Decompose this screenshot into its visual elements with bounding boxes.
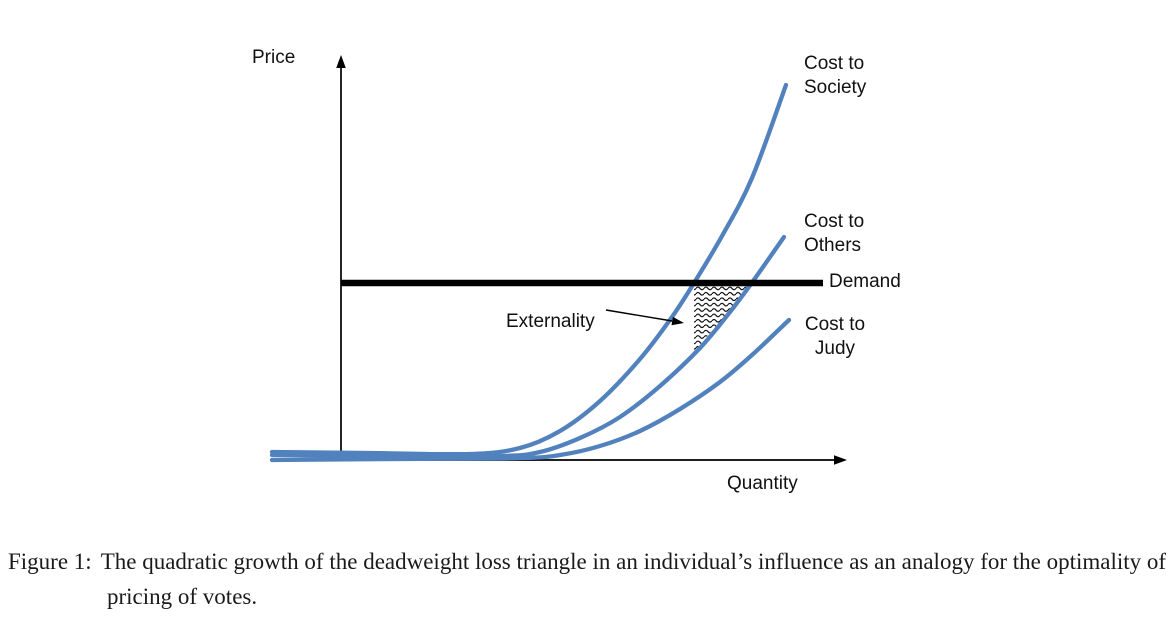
cost-to-others-label: Cost to Others — [804, 210, 864, 258]
cost-to-judy-label-line1: Cost to — [804, 314, 866, 335]
x-axis-label: Quantity — [727, 473, 798, 494]
curve-cost-to-judy — [269, 317, 792, 463]
curve-cost-to-society — [269, 82, 789, 457]
externality-arrowhead-icon — [671, 316, 684, 326]
cost-to-society-label-line2: Society — [804, 77, 867, 98]
y-axis-arrowhead-icon — [336, 55, 346, 68]
x-axis-arrowhead-icon — [834, 455, 847, 465]
cost-to-judy-label: Cost to Judy — [798, 313, 872, 361]
figure-caption: Figure 1: The quadratic growth of the dea… — [8, 544, 1168, 614]
y-axis-label: Price — [252, 47, 296, 68]
cost-to-society-label-line1: Cost to — [804, 53, 865, 74]
curve-cost-to-others — [269, 234, 787, 459]
figure-caption-number: Figure 1: — [8, 549, 92, 574]
cost-to-society-label: Cost to Society — [804, 52, 866, 100]
externality-label: Externality — [506, 311, 595, 332]
cost-to-others-label-line1: Cost to — [804, 211, 865, 232]
externality-arrow — [605, 309, 673, 322]
cost-to-others-label-line2: Others — [804, 235, 862, 256]
figure-caption-text: The quadratic growth of the deadweight l… — [100, 549, 1168, 609]
cost-to-judy-label-line2: Judy — [814, 338, 856, 359]
demand-label: Demand — [829, 271, 901, 292]
